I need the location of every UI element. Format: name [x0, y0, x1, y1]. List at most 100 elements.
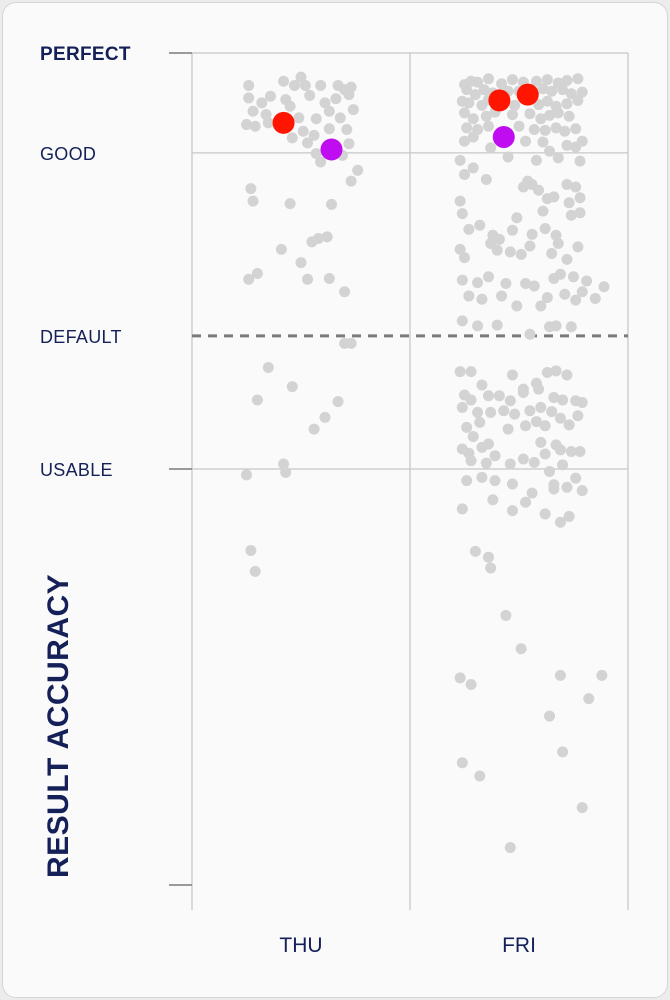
data-point — [284, 198, 296, 210]
data-point — [249, 120, 261, 132]
data-point — [550, 122, 562, 134]
data-point — [482, 120, 494, 132]
data-point — [504, 458, 516, 470]
data-point — [548, 391, 560, 403]
data-point — [548, 483, 560, 495]
data-point — [347, 104, 359, 116]
data-point — [561, 98, 573, 110]
data-point — [546, 85, 558, 97]
data-point — [537, 136, 549, 148]
data-point — [343, 138, 355, 150]
data-point — [533, 383, 545, 395]
data-point — [345, 337, 357, 349]
data-point — [474, 770, 486, 782]
data-point — [482, 390, 494, 402]
data-point — [515, 248, 527, 260]
data-point — [308, 129, 320, 141]
data-point — [561, 253, 573, 265]
data-point — [530, 75, 542, 87]
data-point — [304, 89, 316, 101]
data-point — [315, 156, 327, 168]
x-category-label: THU — [279, 934, 322, 957]
data-point — [520, 135, 532, 147]
data-point — [302, 273, 314, 285]
data-point — [243, 273, 255, 285]
data-point — [572, 410, 584, 422]
data-point — [561, 481, 573, 493]
data-point — [472, 406, 484, 418]
data-point — [472, 320, 484, 332]
data-point — [461, 122, 473, 134]
data-point — [323, 105, 335, 117]
data-point — [463, 290, 475, 302]
data-point — [498, 405, 510, 417]
data-point — [249, 565, 261, 577]
data-point — [576, 135, 588, 147]
data-point — [574, 192, 586, 204]
data-point — [480, 173, 492, 185]
data-point — [243, 79, 255, 91]
data-point — [502, 423, 514, 435]
data-point — [506, 369, 518, 381]
data-point — [493, 233, 505, 245]
data-point — [489, 475, 501, 487]
data-point — [557, 459, 569, 471]
data-point — [461, 84, 473, 96]
data-point — [310, 148, 322, 160]
data-point — [487, 494, 499, 506]
data-point — [467, 131, 479, 143]
data-point — [306, 236, 318, 248]
data-point — [456, 757, 468, 769]
data-point — [574, 155, 586, 167]
data-point — [496, 78, 508, 90]
data-point — [295, 71, 307, 83]
data-point — [323, 272, 335, 284]
data-point — [563, 110, 575, 122]
data-point — [504, 246, 516, 258]
data-point — [506, 109, 518, 121]
data-point — [570, 472, 582, 484]
data-point — [262, 117, 274, 129]
data-point — [299, 79, 311, 91]
data-point — [520, 420, 532, 432]
level-label: USABLE — [40, 460, 113, 480]
data-point — [526, 487, 538, 499]
data-point — [297, 125, 309, 137]
data-point — [467, 162, 479, 174]
data-point — [537, 83, 549, 95]
data-point — [557, 746, 569, 758]
data-point — [550, 365, 562, 377]
data-point — [456, 503, 468, 515]
data-point — [544, 109, 556, 121]
data-point — [482, 73, 494, 85]
data-point — [456, 315, 468, 327]
data-point — [574, 207, 586, 219]
data-point — [491, 319, 503, 331]
data-point — [517, 386, 529, 398]
data-point — [454, 672, 466, 684]
data-point — [476, 441, 488, 453]
data-point — [570, 123, 582, 135]
data-point — [493, 390, 505, 402]
data-point — [559, 288, 571, 300]
data-point — [456, 274, 468, 286]
data-point — [264, 90, 276, 102]
data-point — [535, 401, 547, 413]
data-point — [260, 109, 272, 121]
data-point — [550, 229, 562, 241]
data-point — [561, 74, 573, 86]
data-point — [321, 231, 333, 243]
data-point — [476, 379, 488, 391]
data-point — [302, 137, 314, 149]
data-point — [533, 184, 545, 196]
data-point — [465, 394, 477, 406]
data-point — [332, 396, 344, 408]
points-layer — [241, 71, 610, 854]
highlight-point-red — [272, 111, 295, 134]
data-point — [474, 219, 486, 231]
data-point — [295, 257, 307, 269]
data-point — [570, 181, 582, 193]
data-point — [472, 277, 484, 289]
data-point — [511, 212, 523, 224]
data-point — [539, 448, 551, 460]
